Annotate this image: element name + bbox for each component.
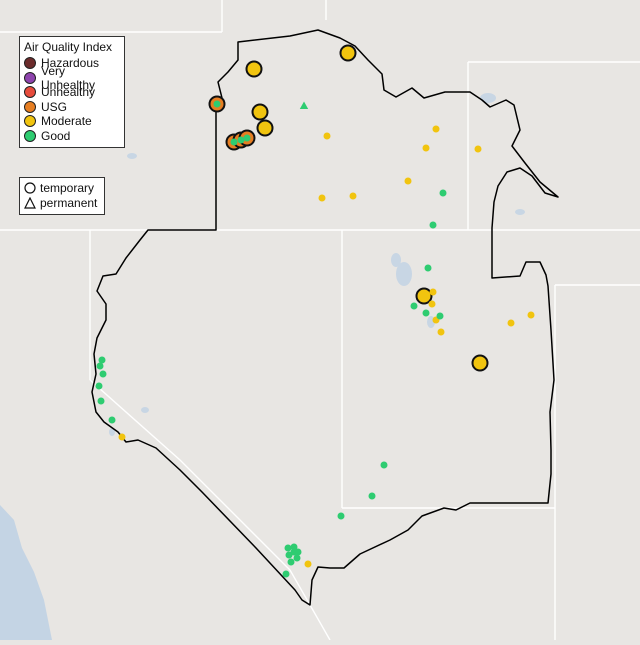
monitor-marker-good[interactable] xyxy=(410,302,418,310)
monitor-marker-good[interactable] xyxy=(95,382,103,390)
monitor-marker-good[interactable] xyxy=(99,370,107,378)
monitor-type-legend: temporary permanent xyxy=(19,177,105,215)
monitor-marker-good[interactable] xyxy=(213,100,221,108)
legend-item-unhealthy: Unhealthy xyxy=(24,85,120,100)
monitor-marker-moderate[interactable] xyxy=(471,354,489,372)
monitor-marker-moderate[interactable] xyxy=(527,311,535,319)
aqi-legend: Air Quality Index Hazardous Very Unhealt… xyxy=(19,36,125,148)
monitor-marker-good[interactable] xyxy=(422,309,430,317)
monitor-marker-good[interactable] xyxy=(293,554,301,562)
monitor-marker-moderate[interactable] xyxy=(339,44,357,62)
monitor-marker-good[interactable] xyxy=(290,548,298,556)
monitor-marker-good[interactable] xyxy=(429,221,437,229)
legend-label: Unhealthy xyxy=(41,85,96,100)
monitor-marker-moderate[interactable] xyxy=(251,103,269,121)
monitor-marker-moderate[interactable] xyxy=(474,145,482,153)
legend-label: permanent xyxy=(40,195,98,210)
monitor-marker-good[interactable] xyxy=(436,312,444,320)
region-boundary xyxy=(91,29,559,606)
usg-swatch xyxy=(24,100,36,113)
monitor-marker-good[interactable] xyxy=(284,544,292,552)
moderate-swatch xyxy=(24,115,36,128)
monitor-marker-good[interactable] xyxy=(282,570,290,578)
legend-item-good: Good xyxy=(24,129,120,144)
monitor-marker-good[interactable] xyxy=(337,512,345,520)
monitor-marker-moderate[interactable] xyxy=(245,60,263,78)
hazardous-swatch xyxy=(24,57,36,70)
monitor-marker-good[interactable] xyxy=(230,138,238,146)
legend-label: Hazardous xyxy=(41,56,100,71)
monitor-marker-moderate[interactable] xyxy=(304,560,312,568)
legend-item-very-unhealthy: Very Unhealthy xyxy=(24,64,120,92)
legend-label: Good xyxy=(41,128,71,143)
legend-title: Air Quality Index xyxy=(24,40,113,54)
triangle-outline-icon xyxy=(24,196,36,209)
very-unhealthy-swatch xyxy=(24,71,36,84)
legend-item-hazardous: Hazardous xyxy=(24,56,120,71)
legend-label: Very Unhealthy xyxy=(41,63,96,92)
monitor-marker-good[interactable] xyxy=(439,189,447,197)
monitor-marker-moderate[interactable] xyxy=(349,192,357,200)
monitor-marker-good[interactable] xyxy=(290,543,298,551)
monitor-marker-good[interactable] xyxy=(380,461,388,469)
legend-item-moderate: Moderate xyxy=(24,114,120,129)
monitor-marker-moderate[interactable] xyxy=(422,144,430,152)
monitor-marker-moderate[interactable] xyxy=(323,132,331,140)
monitor-marker-moderate[interactable] xyxy=(437,328,445,336)
circle-outline-icon xyxy=(24,182,36,194)
monitor-marker-good[interactable] xyxy=(108,416,116,424)
monitor-marker-moderate[interactable] xyxy=(318,194,326,202)
monitor-marker-good[interactable] xyxy=(96,362,104,370)
lakes xyxy=(109,93,525,436)
legend-item-temporary: temporary xyxy=(24,181,100,196)
monitor-marker-moderate[interactable] xyxy=(507,319,515,327)
monitor-marker-good[interactable] xyxy=(243,134,251,142)
legend-label: USG xyxy=(41,99,68,114)
monitor-marker-moderate[interactable] xyxy=(118,433,126,441)
monitor-marker-good[interactable] xyxy=(299,101,309,110)
monitor-marker-moderate[interactable] xyxy=(432,125,440,133)
legend-item-usg: USG xyxy=(24,100,120,115)
legend-label: temporary xyxy=(40,181,95,196)
monitor-marker-moderate[interactable] xyxy=(429,288,437,296)
monitor-marker-good[interactable] xyxy=(424,264,432,272)
monitor-marker-good[interactable] xyxy=(97,397,105,405)
monitor-marker-moderate[interactable] xyxy=(415,287,433,305)
ocean xyxy=(0,505,52,640)
legend-item-permanent: permanent xyxy=(24,196,100,211)
monitor-marker-moderate[interactable] xyxy=(404,177,412,185)
monitor-marker-moderate[interactable] xyxy=(428,300,436,308)
monitor-marker-good[interactable] xyxy=(98,356,106,364)
good-swatch xyxy=(24,129,36,142)
monitor-marker-moderate[interactable] xyxy=(256,119,274,137)
unhealthy-swatch xyxy=(24,86,36,99)
monitor-marker-good[interactable] xyxy=(368,492,376,500)
monitor-markers xyxy=(95,44,535,578)
monitor-marker-good[interactable] xyxy=(237,136,245,144)
monitor-marker-good[interactable] xyxy=(287,558,295,566)
legend-label: Moderate xyxy=(41,114,92,129)
